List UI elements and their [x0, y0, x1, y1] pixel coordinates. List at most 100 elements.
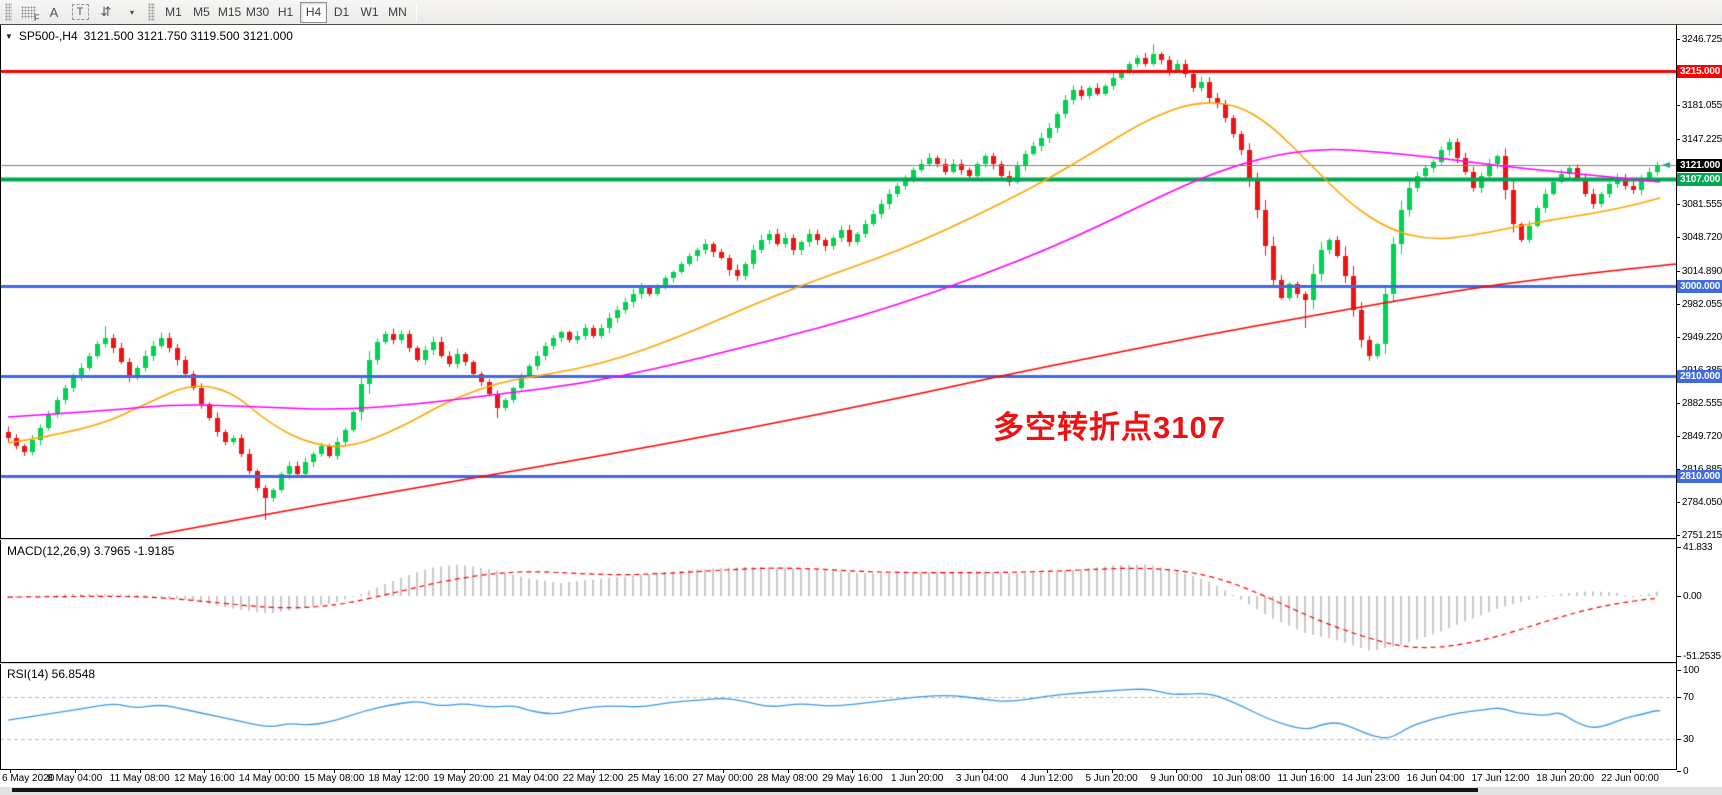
- time-axis-label: 16 Jun 04:00: [1406, 773, 1465, 784]
- time-axis-label: 12 May 16:00: [174, 773, 235, 784]
- macd-indicator-canvas[interactable]: [0, 539, 1676, 662]
- time-tick-mark: [528, 770, 530, 773]
- text-tool-button[interactable]: A: [41, 2, 67, 23]
- timeframe-button-w1[interactable]: W1: [360, 5, 379, 19]
- time-axis-label: 18 May 12:00: [368, 773, 430, 784]
- time-axis-label: 21 May 04:00: [498, 773, 559, 784]
- time-tick-mark: [1435, 770, 1437, 773]
- time-tick-mark: [463, 770, 465, 773]
- symbol-period-label: SP500-,H4: [18, 29, 78, 43]
- horizontal-scrollbar[interactable]: [0, 786, 1722, 795]
- text-tool-icon: A: [49, 4, 59, 20]
- time-tick-mark: [74, 770, 76, 773]
- price-level-badge-2910.000: 2910.000: [1677, 369, 1722, 383]
- price-level-badge-3121.000: 3121.000: [1677, 158, 1722, 172]
- time-axis-label: 28 May 08:00: [757, 773, 818, 784]
- time-axis-label: 14 Jun 23:00: [1341, 773, 1400, 784]
- macd-tick-label: -51.2535: [1677, 651, 1722, 662]
- timeframe-button-m30[interactable]: M30: [245, 5, 270, 19]
- time-tick-mark: [1370, 770, 1372, 773]
- rsi-indicator-canvas[interactable]: [0, 663, 1676, 769]
- toolbar-grip[interactable]: [5, 3, 12, 21]
- timeframe-button-d1[interactable]: D1: [333, 5, 350, 19]
- price-tick-label: 2949.220: [1677, 332, 1722, 343]
- price-tick-label: 2849.720: [1677, 431, 1722, 442]
- price-axis[interactable]: 3246.725 3181.055 3147.225 3081.555 3048.720…: [1676, 25, 1722, 777]
- time-tick-mark: [269, 770, 271, 773]
- toolbar: F A T ⇵ ▾ M1 M5 M15 M30 H1 H4 D1 W1 MN: [0, 0, 1722, 25]
- time-axis[interactable]: 6 May 2020 8 May 04:00 11 May 08:00 12 May …: [0, 770, 1722, 786]
- price-tick-label: 2982.055: [1677, 299, 1722, 310]
- timeframe-button-mn[interactable]: MN: [388, 5, 407, 19]
- time-axis-label: 22 May 12:00: [562, 773, 624, 784]
- scrollbar-thumb[interactable]: [12, 788, 1478, 792]
- time-tick-mark: [10, 770, 11, 773]
- time-tick-mark: [722, 770, 724, 773]
- chart-annotation-text[interactable]: 多空转折点3107: [993, 410, 1226, 445]
- time-axis-label: 11 Jun 16:00: [1277, 773, 1335, 784]
- time-tick-mark: [334, 770, 335, 773]
- time-axis-label: 6 May 2020: [2, 773, 55, 784]
- time-tick-mark: [139, 770, 141, 773]
- time-tick-mark: [1241, 770, 1243, 773]
- time-tick-mark: [1176, 770, 1178, 773]
- time-tick-mark: [398, 770, 400, 773]
- text-label-icon: T: [71, 4, 89, 20]
- macd-pane-divider[interactable]: [0, 538, 1722, 540]
- rsi-indicator-label: RSI(14) 56.8548: [7, 667, 96, 681]
- collapse-triangle-icon[interactable]: ▼: [5, 31, 13, 41]
- timeframe-button-m1[interactable]: M1: [165, 5, 182, 19]
- arrow-objects-button[interactable]: ⇵: [93, 2, 119, 23]
- rsi-tick-label: 100: [1677, 665, 1722, 676]
- rsi-pane-divider[interactable]: [0, 662, 1722, 664]
- time-tick-mark: [852, 770, 854, 773]
- time-tick-mark: [1111, 770, 1113, 773]
- time-axis-label: 10 Jun 08:00: [1212, 773, 1271, 784]
- time-tick-mark: [787, 770, 789, 773]
- macd-indicator-label: MACD(12,26,9) 3.7965 -1.9185: [7, 544, 175, 558]
- price-tick-label: 2784.050: [1677, 497, 1722, 508]
- toolbar-separator: [416, 2, 417, 22]
- time-tick-mark: [1046, 770, 1048, 773]
- chart-symbol-title[interactable]: ▼ SP500-,H4 3121.500 3121.750 3119.500 3…: [5, 29, 293, 43]
- time-axis-label: 29 May 16:00: [822, 773, 883, 784]
- time-tick-mark: [1306, 770, 1307, 773]
- fibonacci-tool-button[interactable]: F: [17, 2, 40, 23]
- time-axis-label: 5 Jun 20:00: [1085, 773, 1138, 784]
- price-tick-label: 3246.725: [1677, 34, 1722, 45]
- arrows-dropdown-button[interactable]: ▾: [121, 2, 143, 23]
- chart-left-border: [0, 25, 1, 770]
- price-tick-label: 3014.890: [1677, 266, 1722, 277]
- text-label-tool-button[interactable]: T: [69, 2, 91, 23]
- time-axis-divider: [0, 769, 1722, 770]
- price-tick-label: 2751.215: [1677, 530, 1722, 541]
- main-price-chart-canvas[interactable]: [0, 25, 1676, 538]
- macd-tick-label: 41.833: [1677, 542, 1722, 553]
- timeframe-button-m5[interactable]: M5: [193, 5, 210, 19]
- timeframe-button-h1[interactable]: H1: [277, 5, 294, 19]
- rsi-tick-label: 0: [1677, 766, 1722, 777]
- timeframe-button-group: M1 M5 M15 M30 H1 H4 D1 W1 MN: [160, 1, 411, 23]
- time-axis-label: 8 May 04:00: [47, 773, 103, 784]
- timeframe-button-m15[interactable]: M15: [217, 5, 242, 19]
- time-tick-mark: [982, 770, 983, 773]
- timeframe-button-h4[interactable]: H4: [300, 1, 327, 23]
- time-axis-label: 15 May 08:00: [303, 773, 365, 784]
- price-tick-label: 2882.555: [1677, 398, 1722, 409]
- price-level-badge-3107.000: 3107.000: [1677, 172, 1722, 186]
- time-axis-label: 9 Jun 00:00: [1150, 773, 1203, 784]
- price-level-badge-2810.000: 2810.000: [1677, 469, 1722, 483]
- time-tick-mark: [204, 770, 206, 773]
- time-tick-mark: [917, 770, 919, 773]
- price-tick-label: 3181.055: [1677, 100, 1722, 111]
- time-axis-label: 4 Jun 12:00: [1020, 773, 1073, 784]
- time-tick-mark: [1565, 770, 1567, 773]
- ohlc-values: 3121.500 3121.750 3119.500 3121.000: [83, 29, 293, 43]
- time-tick-mark: [1500, 770, 1502, 773]
- time-axis-label: 3 Jun 04:00: [955, 773, 1009, 784]
- rsi-tick-label: 30: [1677, 734, 1722, 745]
- toolbar-grip[interactable]: [148, 3, 155, 21]
- macd-tick-label: 0.00: [1677, 591, 1722, 602]
- time-axis-label: 25 May 16:00: [627, 773, 689, 784]
- price-level-badge-3215.000: 3215.000: [1677, 64, 1722, 78]
